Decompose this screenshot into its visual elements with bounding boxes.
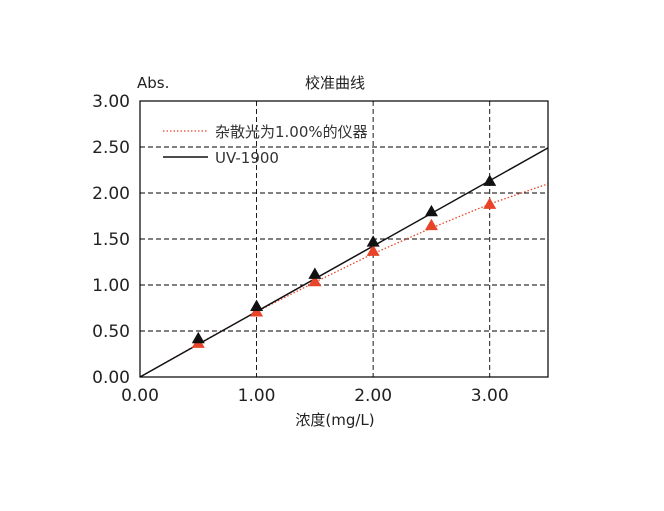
y-axis-title: Abs. (137, 74, 169, 92)
data-point-series-0 (366, 244, 380, 256)
data-point-series-1 (308, 267, 322, 279)
data-point-series-0 (424, 218, 438, 231)
y-tick-label: 1.00 (92, 276, 130, 296)
data-point-series-1 (250, 299, 264, 312)
x-tick-label: 1.00 (238, 386, 276, 406)
series-line-1 (139, 147, 549, 378)
y-tick-label: 3.00 (92, 92, 130, 112)
chart-title: 校准曲线 (305, 74, 365, 92)
legend-label-uv1900: UV-1900 (215, 149, 279, 167)
data-point-series-1 (483, 174, 497, 186)
data-point-series-1 (366, 235, 380, 247)
data-point-series-1 (191, 331, 205, 344)
data-point-series-1 (424, 204, 438, 217)
y-tick-label: 2.50 (92, 138, 130, 158)
x-tick-label: 0.00 (121, 386, 159, 406)
data-point-series-0 (483, 197, 497, 209)
y-tick-label: 0.50 (92, 322, 130, 342)
legend-label-stray-light: 杂散光为1.00%的仪器 (215, 123, 368, 141)
data-point-series-0 (308, 274, 322, 287)
series-layer (139, 147, 549, 378)
y-tick-label: 2.00 (92, 184, 130, 204)
plot-frame (139, 100, 549, 378)
legend: 杂散光为1.00%的仪器 UV-1900 (163, 123, 368, 167)
x-tick-label: 2.00 (354, 386, 392, 406)
x-tick-label: 3.00 (471, 386, 509, 406)
series-line-0 (139, 183, 549, 378)
tick-labels: 0.00 0.50 1.00 1.50 2.00 2.50 3.00 0.00 1.00 2.00… (92, 92, 509, 406)
grid-lines (140, 101, 548, 377)
x-axis-title: 浓度(mg/L) (295, 411, 374, 429)
y-tick-label: 0.00 (92, 368, 130, 388)
y-tick-label: 1.50 (92, 230, 130, 250)
